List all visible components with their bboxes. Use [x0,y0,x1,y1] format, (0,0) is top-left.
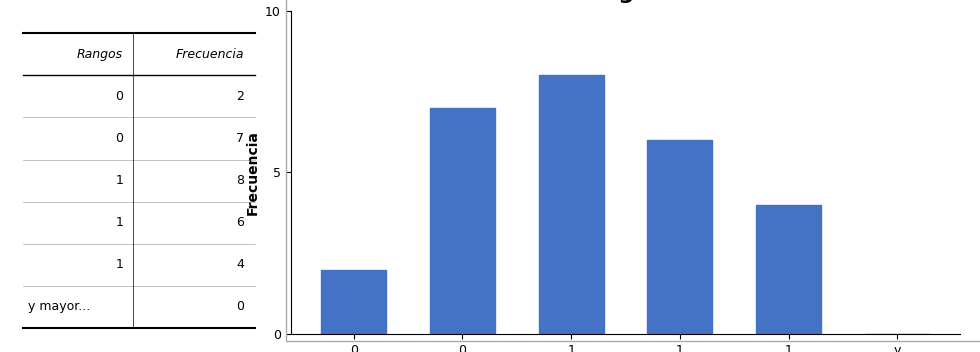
Text: 0: 0 [116,90,123,103]
Y-axis label: Frecuencia: Frecuencia [245,130,260,215]
Text: 8: 8 [236,174,244,187]
Text: y mayor...: y mayor... [27,300,90,313]
Text: 0: 0 [236,300,244,313]
Text: 4: 4 [236,258,244,271]
Text: 6: 6 [236,216,244,229]
Bar [647,140,712,334]
Bar [539,75,604,334]
Text: 1: 1 [116,216,123,229]
Bar [430,108,495,334]
Title: Histograma: Histograma [553,0,699,4]
Text: 0: 0 [116,132,123,145]
Text: Rangos: Rangos [77,48,123,61]
Text: 1: 1 [116,258,123,271]
Text: 2: 2 [236,90,244,103]
Text: 1: 1 [116,174,123,187]
Text: 7: 7 [236,132,244,145]
Text: Frecuencia: Frecuencia [175,48,244,61]
Bar [321,270,386,334]
Bar [756,205,821,334]
